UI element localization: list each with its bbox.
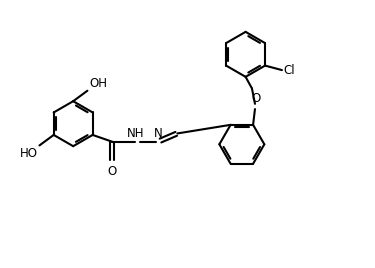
- Text: N: N: [153, 127, 162, 140]
- Text: O: O: [108, 165, 117, 178]
- Text: Cl: Cl: [284, 64, 295, 77]
- Text: NH: NH: [127, 127, 144, 140]
- Text: O: O: [251, 92, 260, 105]
- Text: HO: HO: [20, 147, 38, 159]
- Text: OH: OH: [89, 77, 107, 90]
